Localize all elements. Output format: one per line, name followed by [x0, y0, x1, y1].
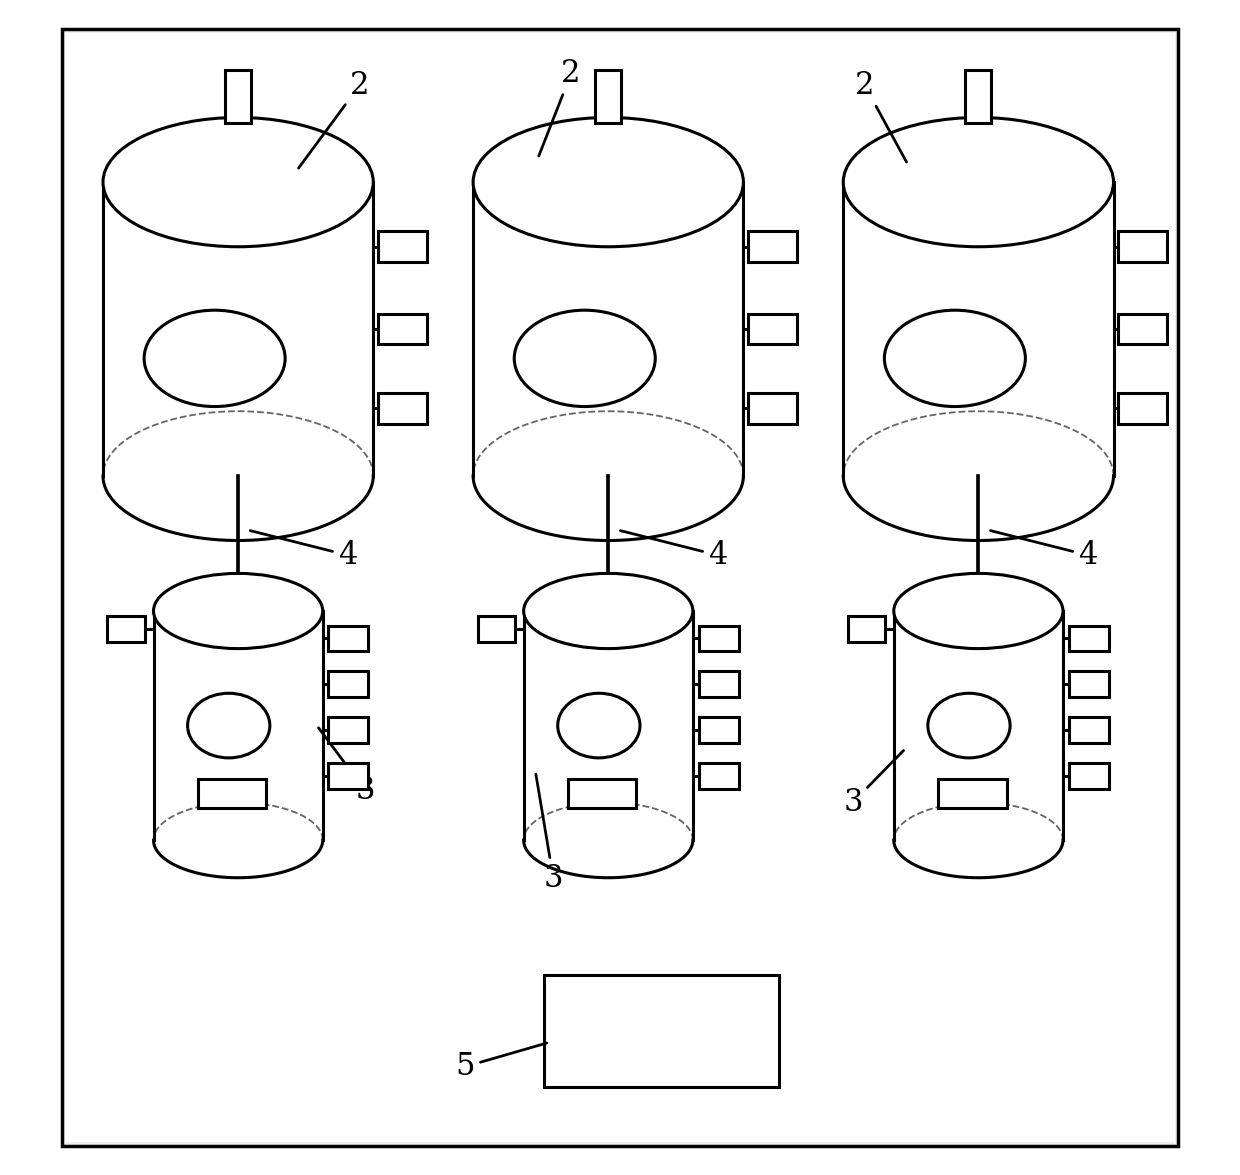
Ellipse shape [523, 573, 693, 649]
Bar [1069, 671, 1109, 697]
Bar [1117, 314, 1167, 344]
Bar [698, 625, 739, 651]
Ellipse shape [558, 693, 640, 758]
Bar [378, 231, 427, 262]
Bar [848, 617, 885, 643]
Bar [698, 717, 739, 743]
Text: 2: 2 [299, 70, 370, 168]
Ellipse shape [843, 118, 1114, 247]
Ellipse shape [894, 573, 1063, 649]
Bar [108, 617, 145, 643]
Text: 5: 5 [455, 1043, 547, 1082]
Bar [1069, 717, 1109, 743]
Bar [1069, 625, 1109, 651]
Bar [329, 671, 368, 697]
Text: 3: 3 [536, 774, 563, 894]
Text: 2: 2 [856, 70, 906, 162]
Text: 4: 4 [250, 531, 357, 571]
Bar [226, 70, 250, 123]
Ellipse shape [144, 310, 285, 407]
Bar [939, 779, 1007, 808]
Bar [568, 779, 636, 808]
Bar [748, 314, 797, 344]
Bar [543, 975, 779, 1087]
Bar [198, 779, 267, 808]
Bar [698, 763, 739, 788]
Bar [595, 70, 621, 123]
Ellipse shape [474, 118, 743, 247]
Ellipse shape [884, 310, 1025, 407]
Bar [748, 231, 797, 262]
Bar [966, 70, 991, 123]
Bar [329, 717, 368, 743]
Bar [748, 392, 797, 424]
Bar [698, 671, 739, 697]
Ellipse shape [187, 693, 270, 758]
Bar [378, 392, 427, 424]
Bar [1117, 231, 1167, 262]
Ellipse shape [928, 693, 1011, 758]
Bar [477, 617, 515, 643]
Text: 3: 3 [319, 727, 376, 806]
Bar [1117, 392, 1167, 424]
Text: 2: 2 [538, 59, 580, 156]
Text: 4: 4 [620, 531, 728, 571]
Bar [329, 625, 368, 651]
Ellipse shape [103, 118, 373, 247]
Bar [378, 314, 427, 344]
Text: 4: 4 [991, 531, 1097, 571]
Bar [1069, 763, 1109, 788]
Ellipse shape [515, 310, 655, 407]
Text: 3: 3 [843, 751, 904, 818]
Bar [329, 763, 368, 788]
Ellipse shape [154, 573, 322, 649]
